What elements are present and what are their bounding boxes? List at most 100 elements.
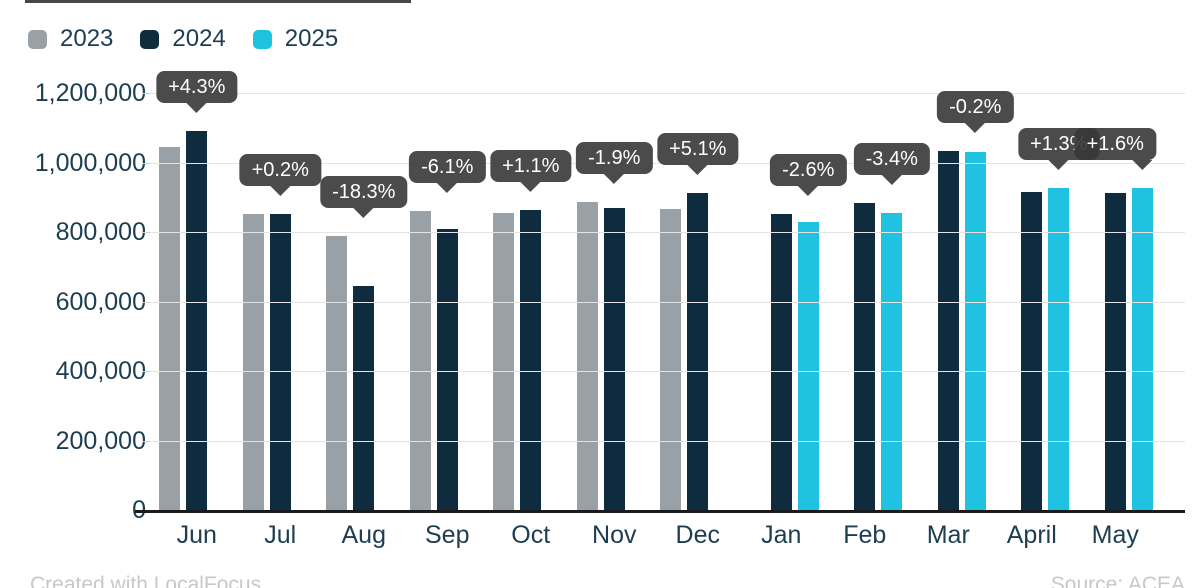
month-group-Jun bbox=[155, 93, 239, 510]
y-axis-tick bbox=[143, 93, 150, 94]
x-axis-label-April: April bbox=[1006, 521, 1057, 549]
legend-label-2024: 2024 bbox=[172, 25, 226, 52]
bar-2025-May[interactable] bbox=[1131, 187, 1153, 510]
y-axis-label-600000: 600,000 bbox=[55, 287, 146, 316]
gridline-1,200,000 bbox=[148, 93, 1185, 94]
badge-pointer-Jan bbox=[798, 185, 819, 196]
bar-2023-Nov[interactable] bbox=[576, 202, 598, 510]
plot-area: +4.3% +0.2% -18.3% -6.1% +1.1% -1.9% +5.1% -2.6… bbox=[143, 71, 1185, 510]
x-axis-line bbox=[135, 510, 1185, 513]
gridline-400,000 bbox=[148, 371, 1185, 372]
badge-pointer-Nov bbox=[604, 174, 625, 185]
badge-pointer-Jun bbox=[186, 103, 207, 114]
bar-2024-Feb[interactable] bbox=[854, 202, 876, 510]
x-axis-label-Jun: Jun bbox=[176, 521, 217, 549]
x-axis-label-Sep: Sep bbox=[425, 521, 470, 549]
pct-change-badge-Aug: -18.3% bbox=[320, 176, 408, 219]
y-axis-label-200000: 200,000 bbox=[55, 426, 146, 455]
pct-change-badge-Jul: +0.2% bbox=[239, 153, 321, 196]
bar-2024-Aug[interactable] bbox=[353, 286, 375, 510]
y-axis-label-400000: 400,000 bbox=[55, 357, 146, 385]
y-axis-tick bbox=[143, 301, 150, 303]
bar-2024-Oct[interactable] bbox=[520, 209, 542, 510]
y-axis-tick bbox=[143, 440, 150, 442]
legend-swatch-2023 bbox=[28, 29, 47, 49]
source-text: Source: ACEA bbox=[1050, 573, 1185, 588]
x-axis-label-Feb: Feb bbox=[843, 521, 887, 549]
badge-pointer-April bbox=[1048, 160, 1069, 171]
bar-2023-Aug[interactable] bbox=[326, 236, 348, 510]
month-group-Oct bbox=[489, 93, 573, 510]
pct-change-badge-Oct: +1.1% bbox=[490, 149, 572, 192]
y-axis-tick bbox=[143, 162, 150, 164]
gridline-600,000 bbox=[148, 301, 1185, 303]
month-group-Dec bbox=[656, 93, 740, 510]
pct-change-badge-Sep: -6.1% bbox=[409, 150, 486, 193]
legend-label-2023: 2023 bbox=[60, 25, 114, 52]
bar-2023-Dec[interactable] bbox=[660, 208, 682, 510]
bar-2025-Jan[interactable] bbox=[797, 221, 819, 510]
pct-change-badge-Mar: -0.2% bbox=[937, 91, 1014, 134]
y-axis-label-1200000: 1,200,000 bbox=[34, 79, 146, 107]
chart-legend: 2023 2024 2025 bbox=[28, 25, 338, 53]
legend-item-2025: 2025 bbox=[252, 25, 339, 53]
clipped-title-rule bbox=[25, 0, 411, 3]
bars-layer: +4.3% +0.2% -18.3% -6.1% +1.1% -1.9% +5.1% -2.6… bbox=[155, 71, 1158, 510]
y-axis: 1,200,000 1,000,000 800,000 600,000 400,000 2… bbox=[0, 80, 146, 523]
gridline-800,000 bbox=[148, 232, 1185, 233]
legend-item-2024: 2024 bbox=[140, 25, 226, 53]
month-group-Feb bbox=[823, 93, 907, 510]
bar-2024-Mar[interactable] bbox=[937, 151, 959, 510]
legend-label-2025: 2025 bbox=[284, 25, 339, 52]
bar-2025-April[interactable] bbox=[1048, 188, 1070, 510]
badge-pointer-Aug bbox=[353, 208, 374, 219]
badge-pointer-Mar bbox=[965, 123, 986, 134]
x-axis-label-May: May bbox=[1091, 521, 1139, 549]
pct-change-badge-Dec: +5.1% bbox=[657, 133, 739, 176]
y-axis-label-0: 0 bbox=[0, 497, 146, 523]
x-axis-label-Dec: Dec bbox=[675, 521, 720, 549]
legend-swatch-2025 bbox=[252, 29, 272, 49]
x-axis-label-Jan: Jan bbox=[761, 521, 802, 549]
pct-change-badge-May: +1.6% bbox=[1074, 127, 1156, 170]
bar-2024-May[interactable] bbox=[1104, 193, 1126, 510]
bar-2023-Jun[interactable] bbox=[159, 146, 181, 510]
month-group-April bbox=[990, 93, 1074, 510]
pct-change-badge-Nov: -1.9% bbox=[576, 142, 653, 185]
x-axis-label-Nov: Nov bbox=[592, 521, 637, 549]
bar-2024-Sep[interactable] bbox=[436, 228, 458, 510]
x-axis-label-Jul: Jul bbox=[264, 521, 297, 549]
bar-2024-Jun[interactable] bbox=[186, 131, 208, 510]
y-axis-label-1000000: 1,000,000 bbox=[34, 148, 146, 177]
month-group-Mar bbox=[907, 93, 991, 510]
bar-2024-Nov[interactable] bbox=[603, 208, 625, 510]
pct-change-badge-Feb: -3.4% bbox=[853, 142, 930, 185]
bar-2024-Jul[interactable] bbox=[269, 213, 291, 510]
badge-pointer-Dec bbox=[687, 165, 708, 176]
y-axis-label-800000: 800,000 bbox=[55, 218, 146, 246]
y-axis-tick bbox=[143, 371, 150, 372]
bar-2024-Dec[interactable] bbox=[687, 193, 709, 510]
credit-text: Created with LocalFocus bbox=[30, 573, 262, 588]
x-axis-label-Oct: Oct bbox=[511, 521, 551, 549]
bar-2023-Sep[interactable] bbox=[409, 210, 431, 510]
month-group-Jul bbox=[239, 93, 323, 510]
bar-2025-Mar[interactable] bbox=[964, 152, 986, 510]
badge-pointer-May bbox=[1132, 159, 1153, 170]
badge-pointer-Oct bbox=[520, 181, 541, 192]
bar-2024-Jan[interactable] bbox=[770, 213, 792, 510]
month-group-May bbox=[1074, 93, 1158, 510]
y-axis-tick bbox=[143, 232, 150, 233]
x-axis-label-Mar: Mar bbox=[926, 521, 970, 549]
bar-2024-April[interactable] bbox=[1021, 192, 1043, 510]
x-axis-label-Aug: Aug bbox=[341, 521, 386, 549]
pct-change-badge-Jun: +4.3% bbox=[156, 71, 238, 114]
legend-item-2023: 2023 bbox=[28, 25, 113, 53]
bar-2023-Jul[interactable] bbox=[242, 214, 264, 510]
legend-swatch-2024 bbox=[140, 29, 160, 49]
bar-2023-Oct[interactable] bbox=[493, 212, 515, 510]
badge-pointer-Jul bbox=[270, 185, 291, 196]
month-group-Aug bbox=[322, 93, 406, 510]
bar-2025-Feb[interactable] bbox=[881, 213, 903, 510]
